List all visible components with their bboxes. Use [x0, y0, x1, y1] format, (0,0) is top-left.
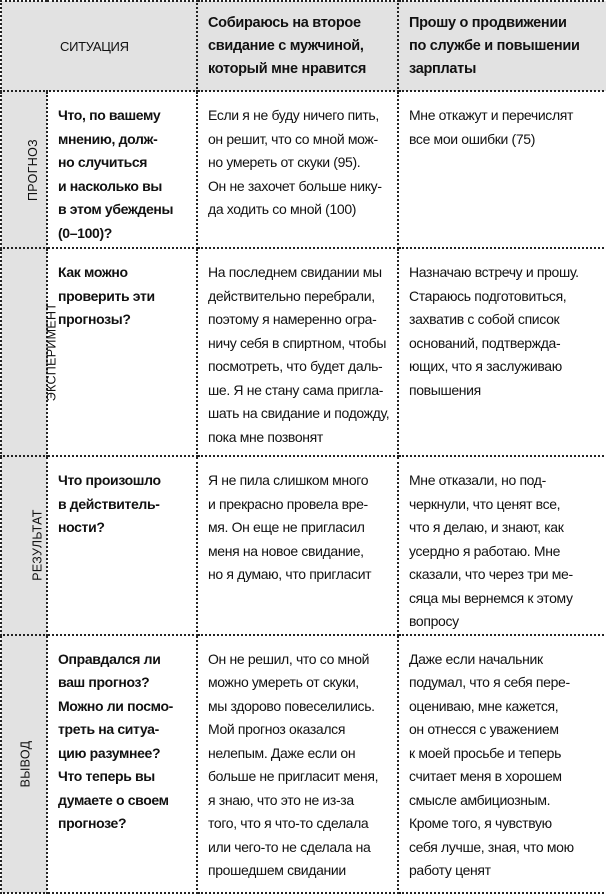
table-row: РЕЗУЛЬТАТ Что произошло в действитель- н…: [0, 455, 606, 636]
row-cell-promotion: Даже если начальник подумал, что я себя …: [397, 633, 606, 894]
header-situation: СИТУАЦИЯ: [0, 0, 198, 92]
header-date-scenario: Собираюсь на второе свидание с мужчиной,…: [196, 0, 399, 92]
row-cell-promotion: Мне откажут и перечислят все мои ошибки …: [397, 90, 606, 249]
row-label: ВЫВОД: [0, 633, 48, 894]
header-row: СИТУАЦИЯ Собираюсь на второе свидание с …: [0, 0, 606, 92]
header-promotion-scenario: Прошу о продвижении по службе и повышени…: [397, 0, 606, 92]
row-cell-date: Он не решил, что со мной можно умереть о…: [196, 633, 399, 894]
row-cell-date: На последнем свидании мы действительно п…: [196, 247, 399, 457]
row-question: Как можно проверить эти прогнозы?: [46, 247, 198, 457]
row-question: Что, по вашему мнению, долж- но случитьс…: [46, 90, 198, 249]
row-cell-promotion: Назначаю встречу и прошу. Стараюсь подго…: [397, 247, 606, 457]
row-cell-promotion: Мне отказали, но под- черкнули, что ценя…: [397, 455, 606, 636]
row-question: Оправдался ли ваш прогноз? Можно ли посм…: [46, 633, 198, 894]
row-label: ЭКСПЕРИМЕНТ: [0, 247, 58, 457]
table-row: ЭКСПЕРИМЕНТ Как можно проверить эти прог…: [0, 247, 606, 457]
table-row: ВЫВОД Оправдался ли ваш прогноз? Можно л…: [0, 633, 606, 894]
row-label: ПРОГНОЗ: [0, 90, 48, 249]
table-row: ПРОГНОЗ Что, по вашему мнению, долж- но …: [0, 90, 606, 249]
row-cell-date: Я не пила слишком много и прекрасно пров…: [196, 455, 399, 636]
row-question: Что произошло в действитель- ности?: [46, 455, 198, 636]
row-label: РЕЗУЛЬТАТ: [0, 455, 48, 636]
row-cell-date: Если я не буду ничего пить, он решит, чт…: [196, 90, 399, 249]
